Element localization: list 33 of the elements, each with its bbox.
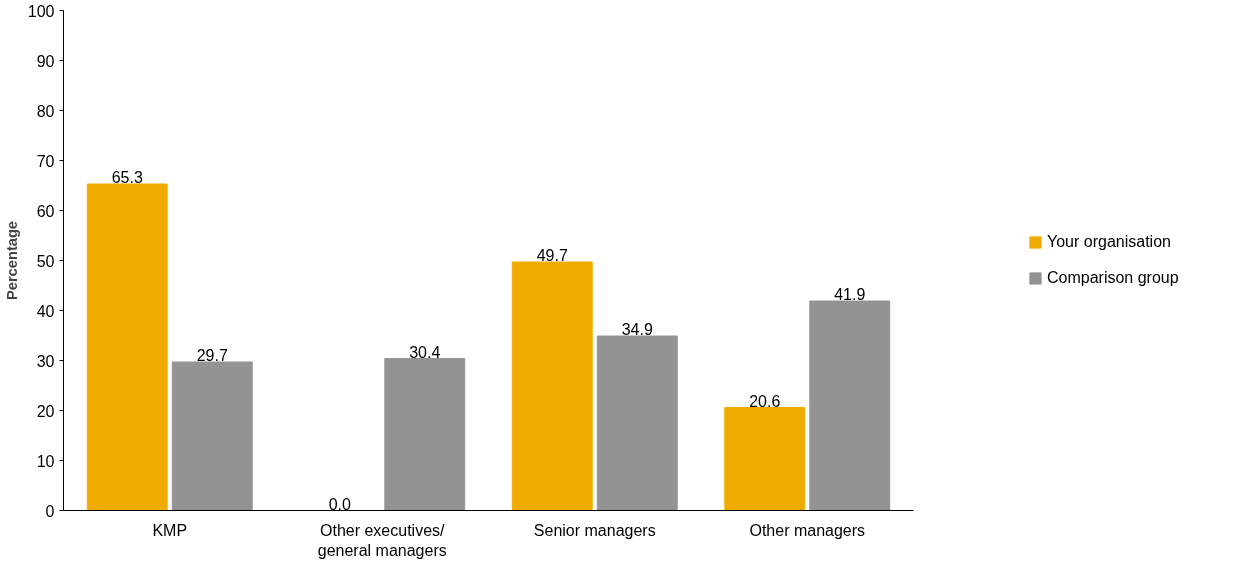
bar	[171, 361, 253, 511]
y-tick-label: 20	[36, 402, 55, 420]
y-tick-label: 90	[36, 52, 55, 70]
bar	[86, 183, 168, 511]
text: 41.9	[834, 286, 866, 303]
text: 34.9	[621, 321, 653, 338]
y-tick-label: 50	[36, 252, 55, 270]
y-tick-label: 60	[36, 202, 55, 220]
y-tick-label: 100	[27, 2, 55, 20]
y-tick-label: 10	[36, 452, 55, 470]
legend-label: Your organisation	[1047, 233, 1171, 251]
x-tick-label: Other executives/ general managers	[317, 521, 447, 559]
text: 0.0	[328, 495, 351, 513]
text: 65.3	[111, 169, 143, 186]
x-tick-label: Other managers	[749, 521, 866, 539]
y-tick-label: 0	[45, 502, 55, 520]
bar	[596, 335, 678, 511]
y-tick-label: 80	[36, 102, 55, 120]
x-tick-label: Senior managers	[533, 521, 656, 539]
bar	[511, 261, 593, 511]
text: 49.7	[536, 247, 568, 264]
y-axis-title: Percentage	[3, 220, 20, 301]
bar	[809, 300, 891, 511]
legend-label: Comparison group	[1047, 269, 1179, 287]
x-tick-label: KMP	[152, 521, 188, 539]
text: 29.7	[196, 347, 228, 364]
y-tick-label: 30	[36, 352, 55, 370]
bar	[724, 407, 806, 511]
bar	[384, 358, 466, 511]
text: 30.4	[409, 343, 441, 361]
text: 20.6	[749, 392, 781, 410]
y-tick-label: 40	[36, 302, 55, 320]
y-tick-label: 70	[36, 152, 55, 170]
